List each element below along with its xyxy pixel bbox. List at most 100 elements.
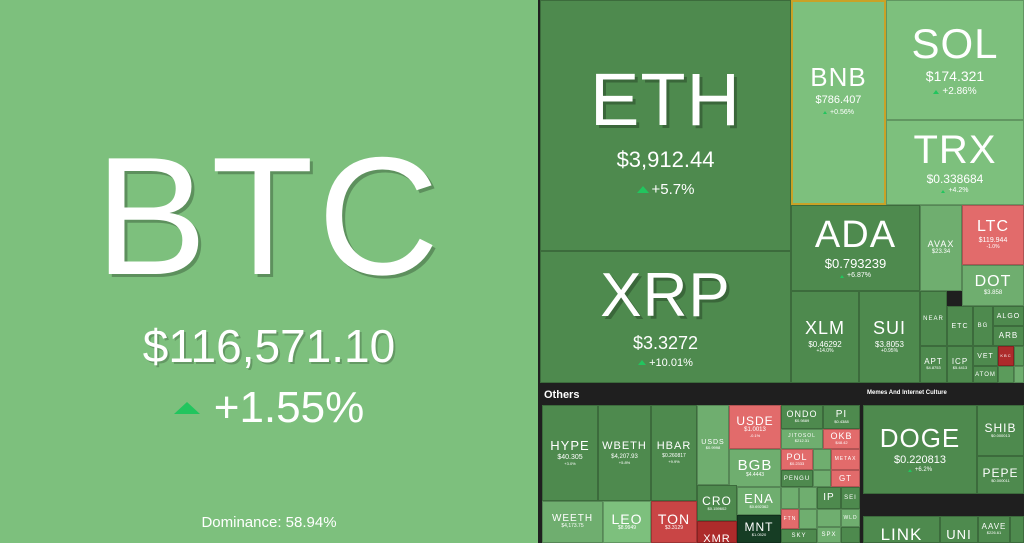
tile-price: $0.9998 [705, 445, 721, 451]
tile-dot[interactable]: DOT $3.858 [962, 265, 1024, 306]
tile-okb[interactable]: OKB $48.42 [823, 429, 860, 449]
tile-price: $4,173.75 [561, 523, 584, 530]
tile-price: $3.858 [983, 290, 1003, 297]
tile-trx[interactable]: TRX $0.338684 +4.2% [886, 120, 1024, 205]
tile-doge[interactable]: DOGE $0.220813 +6.2% [863, 405, 977, 494]
change-value: +3.0% [564, 461, 576, 467]
tile-bnb[interactable]: BNB $786.407 +0.56% [791, 0, 886, 205]
tile-xlm[interactable]: XLM $0.46292 +14.0% [791, 291, 859, 383]
tile-ena[interactable]: ENA $0.692362 [737, 487, 781, 515]
change-value: +5.8% [618, 459, 631, 465]
up-arrow-icon [941, 189, 946, 193]
tile-symbol: TON [657, 511, 691, 528]
tile-pi[interactable]: PI $0.4388 [823, 405, 860, 429]
tile-pol[interactable]: POL $0.2333 [781, 449, 813, 470]
tile-aave[interactable]: AAVE $226.61 [978, 516, 1010, 543]
tile-xmr[interactable]: XMR [697, 521, 737, 543]
tile-symbol: WEETH [551, 513, 594, 525]
tile-eth[interactable]: ETH $3,912.44 +5.7% [540, 0, 791, 251]
tile-symbol: XLM [804, 318, 845, 339]
tile-price: $0.9889 [794, 418, 810, 424]
tile-price: $0.2333 [789, 460, 805, 466]
tile-bg[interactable]: BG [973, 306, 993, 346]
tile-uni[interactable]: UNI [940, 516, 978, 543]
tile-hbar[interactable]: HBAR $0.260817 +9.9% [651, 405, 697, 501]
tile-price: $0.260817 [662, 453, 686, 460]
tile-small-b[interactable] [998, 366, 1014, 383]
tile-jitosol[interactable]: JITOSOL $212.31 [781, 429, 823, 449]
up-arrow-icon [907, 469, 912, 473]
change-value: +6.2% [914, 467, 933, 474]
tile-gt[interactable]: GT [831, 470, 860, 487]
tile-ton[interactable]: TON $3.3129 [651, 501, 697, 543]
tile-bgb[interactable]: BGB $4.4443 [729, 449, 781, 487]
tile-metax[interactable]: METAX [831, 449, 860, 470]
tile-change: +14.0% [816, 348, 833, 355]
tile-leo[interactable]: LEO $8.9949 [603, 501, 651, 543]
tile-sol[interactable]: SOL $174.321 +2.86% [886, 0, 1024, 120]
tile-price: $3.3272 [632, 332, 699, 353]
tile-symbol: BGB [737, 456, 773, 474]
tile-price: $23.34 [931, 249, 951, 256]
tile-small-c[interactable] [1014, 366, 1024, 383]
tile-weeth[interactable]: WEETH $4,173.75 [542, 501, 603, 543]
tile-small-h[interactable] [799, 487, 817, 509]
tile-atom[interactable]: ATOM [973, 366, 998, 383]
tile-icp[interactable]: ICP $5.4413 [947, 346, 973, 383]
tile-small-g[interactable] [781, 487, 799, 509]
tile-ada[interactable]: ADA $0.793239 +6.87% [791, 205, 920, 291]
tile-etc[interactable]: ETC [947, 306, 973, 346]
tile-apt[interactable]: APT $4.8753 [920, 346, 947, 383]
tile-btc[interactable]: BTC $116,571.10 +1.55% Dominance: 58.94% [0, 0, 538, 543]
change-value: +1.55% [213, 382, 365, 432]
tile-small-a[interactable] [1014, 346, 1024, 366]
tile-small-i[interactable] [799, 509, 817, 529]
tile-change: +0.56% [823, 109, 854, 117]
tile-spx[interactable]: SPX [817, 527, 841, 543]
tile-kbc[interactable]: KBC [998, 346, 1014, 366]
change-value: -1.0% [986, 244, 1000, 251]
change-value: +2.86% [942, 85, 977, 97]
tile-shib[interactable]: SHIB $0.000013 [977, 405, 1024, 456]
tile-link[interactable]: LINK [863, 516, 940, 543]
tile-wbeth[interactable]: WBETH $4,207.93 +5.8% [598, 405, 651, 501]
tile-small-j[interactable] [817, 509, 841, 527]
tile-sei[interactable]: SEI [841, 487, 860, 509]
tile-small-e[interactable] [813, 449, 831, 470]
tile-wld[interactable]: WLD [841, 509, 860, 527]
tile-ondo[interactable]: ONDO $0.9889 [781, 405, 823, 429]
tile-symbol: APT [924, 357, 943, 367]
up-arrow-icon [173, 402, 200, 415]
tile-price: $3.8053 [875, 340, 904, 350]
tile-avax[interactable]: AVAX $23.34 [920, 205, 962, 291]
tile-symbol: LINK [880, 525, 923, 543]
tile-symbol: KBC [1000, 353, 1012, 358]
tile-price: $3,912.44 [616, 147, 715, 173]
tile-hype[interactable]: HYPE $40.305 +3.0% [542, 405, 598, 501]
tile-xrp[interactable]: XRP $3.3272 +10.01% [540, 251, 791, 383]
tile-vet[interactable]: VET [973, 346, 998, 366]
tile-ltc[interactable]: LTC $119.944 -1.0% [962, 205, 1024, 265]
tile-price: $0.159602 [707, 505, 727, 511]
tile-sky[interactable]: SKY [781, 529, 817, 543]
tile-pengu[interactable]: PENGU [781, 470, 813, 487]
tile-symbol: OKB [830, 431, 853, 442]
tile-arb[interactable]: ARB [993, 326, 1024, 346]
tile-small-k[interactable] [841, 527, 860, 543]
tile-price: $4.8753 [926, 365, 941, 371]
tile-usds[interactable]: USDS $0.9998 [697, 405, 729, 485]
tile-ftn[interactable]: FTN [781, 509, 799, 529]
tile-sui[interactable]: SUI $3.8053 +0.95% [859, 291, 920, 383]
tile-small-f[interactable] [813, 470, 831, 487]
tile-algo[interactable]: ALGO [993, 306, 1024, 326]
tile-symbol: XMR [703, 532, 731, 543]
tile-symbol: ADA [814, 213, 897, 256]
tile-ip[interactable]: IP [817, 487, 841, 509]
tile-mnt[interactable]: MNT $1.0520 [737, 515, 781, 543]
tile-cro[interactable]: CRO $0.159602 [697, 485, 737, 521]
tile-small-l[interactable] [1010, 516, 1024, 543]
tile-pepe[interactable]: PEPE $0.000011 [977, 456, 1024, 494]
tile-near[interactable]: NEAR [920, 291, 947, 346]
tile-usde[interactable]: USDE $1.0013 -0.1% [729, 405, 781, 449]
change-value: +6.87% [847, 272, 871, 280]
